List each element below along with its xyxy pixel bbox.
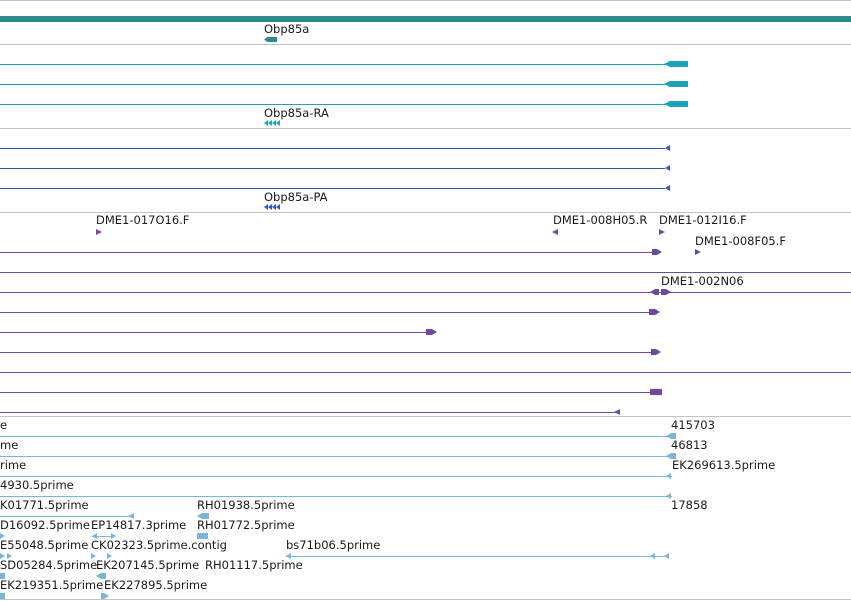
gene-label: Obp85a — [264, 22, 310, 36]
est-row[interactable] — [0, 473, 672, 479]
clone-label: DME1-008F05.F — [695, 234, 786, 248]
est-label: RH01117.5prime — [205, 558, 303, 572]
gene-track-bar — [0, 16, 851, 22]
est-label: 4930.5prime — [0, 478, 74, 492]
mrna-transcripts — [0, 61, 688, 126]
clone-row[interactable] — [0, 289, 851, 295]
clone-label: DME1-017O16.F — [96, 213, 190, 227]
est-label: EK269613.5prime — [672, 458, 776, 472]
cds-features — [0, 145, 670, 210]
est-label: rime — [0, 458, 27, 472]
track-separator — [0, 44, 851, 45]
clone-label: DME1-002N06 — [661, 274, 744, 288]
clone-row[interactable] — [0, 249, 662, 255]
gene-feature-obp85a[interactable] — [264, 36, 277, 43]
track-separator — [0, 128, 851, 129]
clone-end-marker[interactable] — [659, 229, 665, 235]
clone-end-marker[interactable] — [96, 229, 102, 235]
est-label: bs71b06.5prime — [286, 538, 381, 552]
clone-row[interactable] — [0, 329, 437, 335]
est-label: EP14817.3prime — [91, 518, 187, 532]
protein-label: Obp85a-PA — [264, 190, 328, 204]
mrna-row[interactable] — [0, 61, 688, 67]
est-row[interactable] — [0, 593, 109, 599]
top-border — [0, 0, 851, 1]
est-label: 17858 — [671, 498, 708, 512]
clone-row[interactable] — [0, 409, 620, 415]
est-row[interactable] — [0, 493, 672, 499]
est-row[interactable] — [0, 433, 676, 439]
est-row[interactable] — [0, 453, 676, 459]
est-label: EK219351.5prime — [0, 578, 104, 592]
track-separator — [0, 416, 851, 417]
clone-end-marker[interactable] — [695, 249, 701, 255]
clone-label: DME1-008H05.R — [553, 213, 648, 227]
clone-row[interactable] — [0, 389, 662, 395]
est-label: CK02323.5prime.contig — [91, 538, 227, 552]
mrna-row[interactable] — [0, 81, 688, 87]
est-row[interactable] — [0, 533, 208, 539]
mrna-feature-obp85a-ra[interactable] — [264, 120, 280, 126]
est-label: EK207145.5prime — [96, 558, 200, 572]
clone-end-marker[interactable] — [552, 229, 558, 235]
est-row[interactable] — [0, 573, 106, 579]
est-label: EK227895.5prime — [104, 578, 208, 592]
est-label: 46813 — [671, 438, 708, 452]
clone-row[interactable] — [0, 349, 661, 355]
est-label: E55048.5prime — [0, 538, 89, 552]
est-label: D16092.5prime — [0, 518, 90, 532]
est-label: e — [0, 418, 8, 432]
est-row[interactable] — [0, 553, 669, 559]
est-label: RH01938.5prime — [197, 498, 295, 512]
mrna-label: Obp85a-RA — [264, 106, 329, 120]
clone-features — [0, 229, 851, 415]
cds-row[interactable] — [0, 165, 670, 171]
est-label: RH01772.5prime — [197, 518, 295, 532]
est-label: SD05284.5prime — [0, 558, 98, 572]
cds-row[interactable] — [0, 185, 670, 191]
clone-row[interactable] — [0, 309, 660, 315]
est-row[interactable] — [0, 513, 209, 519]
clone-label: DME1-012I16.F — [659, 213, 747, 227]
cds-row[interactable] — [0, 145, 670, 151]
est-label: 415703 — [671, 418, 715, 432]
bottom-border — [0, 599, 851, 600]
track-separator — [0, 212, 851, 213]
est-label: K01771.5prime — [0, 498, 89, 512]
est-features — [0, 433, 676, 599]
mrna-row[interactable] — [0, 101, 688, 107]
protein-feature-obp85a-pa[interactable] — [264, 204, 280, 210]
est-label: me — [0, 438, 19, 452]
